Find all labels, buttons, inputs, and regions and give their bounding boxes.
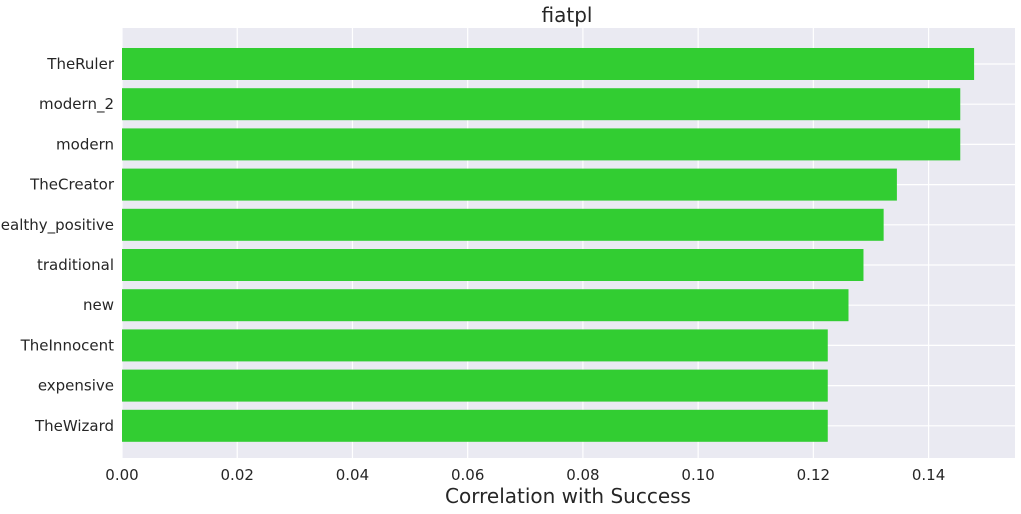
bar-thewizard [122,409,828,442]
y-tick-label: modern [56,135,114,153]
bars [122,48,975,442]
bar-traditional [122,249,864,281]
bar-new [122,289,849,322]
x-tick-label: 0.06 [451,466,484,484]
x-axis-label: Correlation with Success [445,484,691,508]
y-tick-label: expensive [38,377,114,395]
y-tick-label: healthy_positive [0,216,114,235]
y-tick-label: TheCreator [29,176,115,194]
x-tick-label: 0.10 [681,466,714,484]
x-tick-label: 0.12 [797,466,830,484]
y-tick-label: TheInnocent [20,336,114,354]
y-tick-label: TheRuler [46,55,115,73]
bar-modern [122,128,961,161]
bar-modern-2 [122,88,961,121]
bar-theinnocent [122,329,828,362]
x-tick-label: 0.00 [105,466,138,484]
x-tick-labels: 0.00 0.02 0.04 0.06 0.08 0.10 0.12 0.14 [105,466,945,484]
x-tick-label: 0.02 [221,466,254,484]
bar-healthy-positive [122,208,884,241]
bar-theruler [122,48,975,80]
x-tick-label: 0.14 [912,466,945,484]
y-tick-label: TheWizard [34,417,114,435]
bar-thecreator [122,168,897,201]
chart-title: fiatpl [542,3,593,27]
y-tick-label: traditional [37,256,114,274]
x-tick-label: 0.08 [566,466,599,484]
y-tick-label: new [83,296,114,314]
y-tick-label: modern_2 [39,95,114,114]
bar-expensive [122,369,828,402]
x-tick-label: 0.04 [336,466,369,484]
